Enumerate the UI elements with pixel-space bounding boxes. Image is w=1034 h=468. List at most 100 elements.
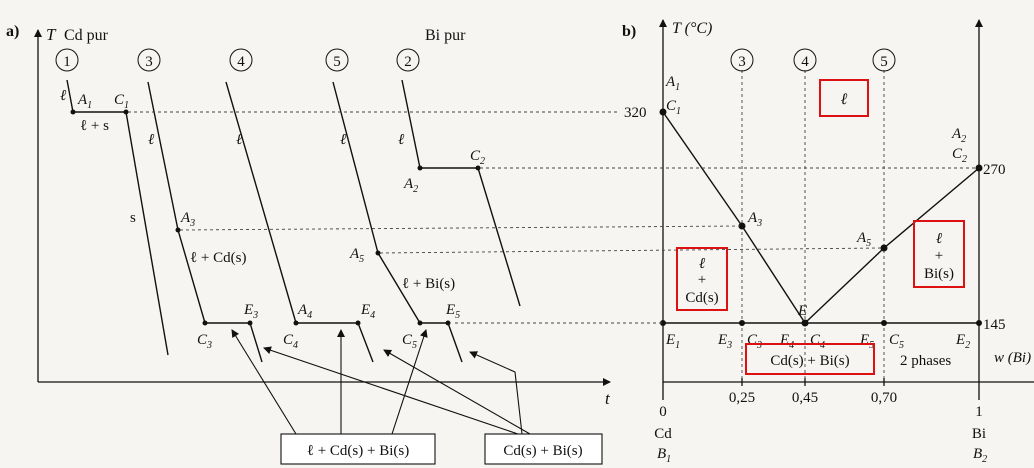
two-solids-label: Cd(s) + Bi(s) [503,443,582,459]
label-c5: C5 [402,332,417,351]
point-e3-a [247,320,253,326]
curve-circle-1 [55,48,79,72]
point-a4-a [293,320,299,326]
cd-pur-label: Cd pur [64,27,109,44]
link-a5 [379,247,883,254]
label-e5: E5 [445,302,460,321]
three-phase-label: ℓ + Cd(s) + Bi(s) [307,443,409,459]
arrow-solids-e3 [263,346,519,435]
label-e3-b: E3 [717,332,732,351]
composition-number-5: 5 [880,54,888,70]
panel-a-cooling-curves: a) T t Cd pur Bi pur 1 3 4 5 2 [6,23,611,465]
label-e4: E4 [360,302,375,321]
two-phases-label: 2 phases [900,353,951,369]
panel-b-phase-diagram: b) T (°C) w (Bi) 3 4 5 320 270 [128,19,1034,465]
label-e1-b: E1 [665,332,680,351]
phase-liquid-cd-solid: ℓ + Cd(s) [190,250,246,266]
cooling-curve-3 [147,81,263,363]
label-a4: A4 [297,302,312,321]
phase-liquid-3: ℓ [148,132,154,148]
x-tick-1: 1 [975,404,983,420]
cooling-curve-5 [332,81,463,363]
label-e3: E3 [243,302,258,321]
cooling-curve-2 [401,79,521,307]
tick-270: 270 [983,162,1006,178]
arrow-solids-e5 [469,351,523,435]
point-e5-b [881,320,887,326]
phase-liquid-bi-solid: ℓ + Bi(s) [402,276,455,292]
point-a1-a [70,109,76,115]
curve-number-2: 2 [404,54,412,70]
curve-circle-3 [137,48,161,72]
bi-axis-label: Bi [972,426,986,442]
b2-label: B2 [973,446,987,465]
two-solids-region-label: Cd(s) + Bi(s) [770,353,849,369]
point-e5-a [445,320,451,326]
point-a3-a [175,227,181,233]
phase-solid-1: s [130,210,136,226]
phase-liquid-4: ℓ [236,132,242,148]
arrow-three-phase-c3 [231,329,297,435]
cd-axis-label: Cd [654,426,672,442]
liquid-cd-plus: + [698,272,706,288]
point-e3-b [739,320,745,326]
two-solids-box [484,433,603,465]
two-solids-region-box [745,343,875,375]
composition-circle-3 [730,48,754,72]
phase-liquid-5: ℓ [340,132,346,148]
panel-a-x-axis-label: t [605,389,611,408]
label-c1: C1 [114,92,129,111]
label-c2: C2 [470,148,485,167]
panel-a-y-axis-label: T [46,25,57,44]
point-a1-b [659,108,667,116]
label-a5: A5 [349,246,364,265]
link-a3 [179,225,741,231]
curve-circle-5 [325,48,349,72]
label-c1-b: C1 [666,98,681,117]
three-phase-box [280,433,436,465]
liquid-cd-region-box [676,247,728,311]
curve-circle-2 [396,48,420,72]
label-a3-b: A3 [747,210,762,229]
cooling-curve-1 [66,79,169,356]
composition-circle-4 [793,48,817,72]
composition-number-4: 4 [801,54,809,70]
liquid-bi-l: ℓ [936,231,942,247]
label-a1: A1 [77,92,92,111]
label-e2-b: E2 [955,332,970,351]
curve-circle-4 [229,48,253,72]
label-a5-b: A5 [856,230,871,249]
point-e-b [801,319,809,327]
arrow-solids-e4 [383,349,531,435]
point-a3-b [738,222,746,230]
liquid-bi-solid: Bi(s) [924,266,954,282]
point-e1-b [660,320,666,326]
panel-a-label: a) [6,23,19,40]
curve-number-4: 4 [237,54,245,70]
x-tick-025: 0,25 [729,390,755,406]
point-c3-a [202,320,208,326]
point-a5-a [375,250,381,256]
liquid-cd-l: ℓ [699,256,705,272]
bi-pur-label: Bi pur [425,27,466,44]
arrow-three-phase-c5 [391,329,428,435]
tick-320: 320 [624,105,647,121]
liquid-cd-solid: Cd(s) [685,290,718,306]
tick-145: 145 [983,317,1006,333]
point-a2-a [417,165,423,171]
panel-b-x-axis-label: w (Bi) [994,350,1031,366]
phase-liquid-solid-1: ℓ + s [80,118,109,134]
label-c2-b: C2 [952,146,967,165]
label-c3: C3 [197,332,212,351]
label-a3: A3 [180,210,195,229]
phase-liquid-2: ℓ [398,132,404,148]
point-e4-a [355,320,361,326]
curve-number-3: 3 [145,54,153,70]
label-c5-b: C5 [889,332,904,351]
phase-liquid-1: ℓ [60,88,66,104]
label-a2: A2 [403,176,418,195]
liquid-region-box [819,79,869,117]
label-c4-b: C4 [810,332,825,351]
point-c5-a [417,320,423,326]
